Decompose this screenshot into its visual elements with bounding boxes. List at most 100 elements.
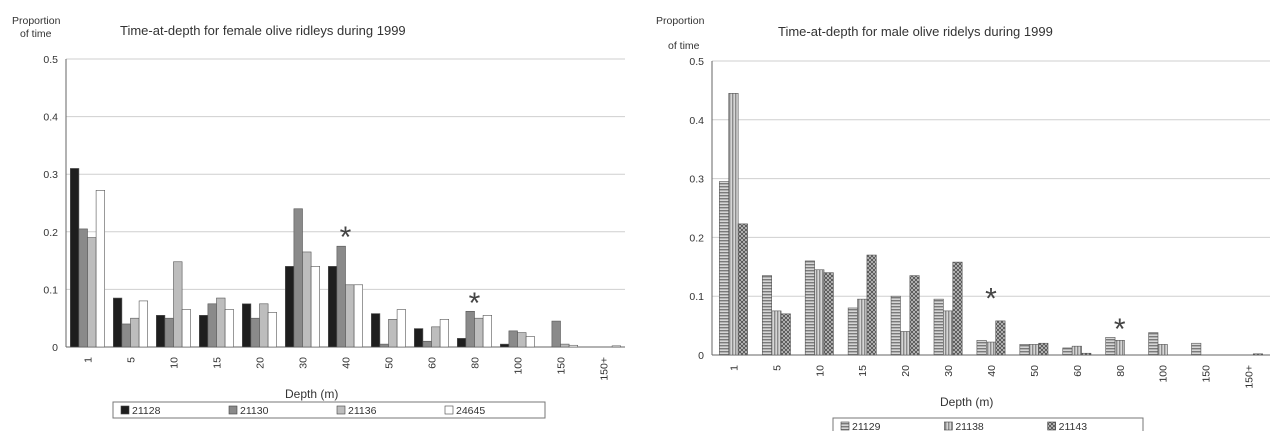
female-xtick-label: 40 xyxy=(341,357,353,369)
female-bar-21136-1 xyxy=(87,237,97,348)
female-bar-21128-30 xyxy=(284,266,295,348)
male-ylabel-line2: of time xyxy=(668,40,700,52)
male-bar-21129-30 xyxy=(933,298,944,356)
female-xlabel: Depth (m) xyxy=(285,387,338,401)
female-bar-21136-100 xyxy=(517,332,527,348)
male-xtick-label: 15 xyxy=(857,365,869,377)
male-bar-21138-20 xyxy=(900,331,911,356)
male-bar-21138-1 xyxy=(728,93,739,356)
female-legend-label-24645: 24645 xyxy=(456,405,485,417)
male-significance-asterisk: * xyxy=(1114,313,1126,346)
female-bar-21136-30 xyxy=(302,251,312,348)
female-ytick-label: 0.3 xyxy=(43,169,58,181)
female-bar-24645-30 xyxy=(310,266,321,348)
female-legend-label-21130: 21130 xyxy=(240,405,269,417)
male-bar-21143-10 xyxy=(823,272,834,356)
female-plot-area: 00.10.20.30.40.51 5 10 15 20 30 40 50 60 80 100 150… xyxy=(43,54,625,381)
female-xtick-label: 5 xyxy=(126,357,138,363)
female-bar-21136-10 xyxy=(173,261,183,348)
male-legend-swatch-21143 xyxy=(1047,421,1056,431)
male-xtick-label: 50 xyxy=(1029,365,1041,377)
female-bar-21128-20 xyxy=(242,303,252,348)
female-ylabel-line1: Proportion xyxy=(12,15,61,27)
male-ytick-label: 0.4 xyxy=(689,115,704,127)
male-chart-title: Time-at-depth for male olive ridelys dur… xyxy=(778,24,1053,39)
male-legend-label-21138: 21138 xyxy=(955,421,984,431)
male-bar-21129-5 xyxy=(761,275,772,356)
female-xtick-label: 150 xyxy=(556,357,568,375)
female-bar-24645-50 xyxy=(396,309,407,348)
male-bar-21129-150 xyxy=(1191,342,1202,356)
female-legend-swatch-21130 xyxy=(228,405,238,415)
male-bar-21143-150+ xyxy=(1252,353,1263,356)
female-bar-24645-15 xyxy=(224,309,235,348)
male-bar-21138-80 xyxy=(1114,339,1125,356)
male-xtick-label: 10 xyxy=(814,365,826,377)
male-plot-area: 00.10.20.30.40.51 5 10 15 20 30 40 50 60 80 100 150… xyxy=(689,56,1270,389)
female-xtick-label: 1 xyxy=(83,357,95,363)
male-legend: 21129 21138 21143 xyxy=(832,417,1144,431)
female-bar-21128-50 xyxy=(370,313,381,348)
male-legend-swatch-21138 xyxy=(944,421,953,431)
female-bar-21130-15 xyxy=(207,303,217,348)
female-bar-24645-150 xyxy=(568,344,578,348)
female-significance-asterisk: * xyxy=(340,221,352,254)
male-bar-21138-40 xyxy=(985,341,996,356)
female-xtick-label: 30 xyxy=(298,357,310,369)
female-xtick-label: 80 xyxy=(470,357,482,369)
male-xtick-label: 100 xyxy=(1158,365,1170,383)
female-bar-21130-5 xyxy=(121,323,131,348)
female-chart-title: Time-at-depth for female olive ridleys d… xyxy=(120,23,406,38)
male-bar-21138-50 xyxy=(1028,344,1039,356)
female-bar-21136-150 xyxy=(560,343,570,348)
male-bar-21129-20 xyxy=(890,295,901,356)
male-bar-21138-100 xyxy=(1157,344,1168,356)
female-ytick-label: 0.1 xyxy=(43,284,58,296)
male-legend-swatch-21129 xyxy=(840,421,850,431)
male-bar-21143-5 xyxy=(780,313,791,356)
male-bar-21129-1 xyxy=(719,181,730,356)
male-bar-21129-10 xyxy=(804,260,815,356)
female-bar-21136-15 xyxy=(216,297,226,348)
female-bar-21128-60 xyxy=(413,328,424,348)
female-bar-21130-60 xyxy=(422,340,432,348)
male-xtick-label: 150 xyxy=(1201,365,1213,383)
female-legend-label-21136: 21136 xyxy=(348,405,377,417)
female-ylabel-line2: of time xyxy=(20,28,52,40)
male-legend-box xyxy=(832,417,1144,431)
male-ylabel-line1: Proportion xyxy=(656,15,705,27)
female-bar-24645-10 xyxy=(181,309,192,348)
male-xtick-label: 80 xyxy=(1115,365,1127,377)
male-xtick-label: 20 xyxy=(900,365,912,377)
female-xtick-label: 10 xyxy=(169,357,181,369)
female-bar-21136-20 xyxy=(259,303,269,348)
female-xtick-label: 15 xyxy=(212,357,224,369)
male-ytick-label: 0.1 xyxy=(689,291,704,303)
male-bar-21138-60 xyxy=(1071,345,1082,356)
female-bar-21130-20 xyxy=(250,317,260,348)
female-bar-21130-150 xyxy=(551,320,561,348)
female-bar-24645-100 xyxy=(525,336,535,348)
female-legend-swatch-21128 xyxy=(120,405,130,415)
male-chart: Time-at-depth for male olive ridelys dur… xyxy=(656,15,1270,431)
female-bar-24645-80 xyxy=(482,315,493,348)
male-xtick-label: 40 xyxy=(986,365,998,377)
female-legend: 21128 21130 21136 24645 xyxy=(112,401,546,419)
male-ytick-label: 0.3 xyxy=(689,174,704,186)
female-bar-21136-40 xyxy=(345,284,355,348)
female-bar-21128-40 xyxy=(327,266,338,348)
female-bar-21130-1 xyxy=(78,228,88,348)
male-bar-21129-100 xyxy=(1148,332,1159,356)
female-bar-21128-15 xyxy=(199,315,209,348)
male-bar-21138-30 xyxy=(943,310,954,356)
male-ytick-label: 0.5 xyxy=(689,56,704,68)
female-bar-24645-40 xyxy=(353,284,364,348)
male-xtick-label: 150+ xyxy=(1244,365,1256,389)
female-bar-21136-80 xyxy=(474,317,484,348)
male-xtick-label: 60 xyxy=(1072,365,1084,377)
female-xtick-label: 60 xyxy=(427,357,439,369)
female-bar-21136-5 xyxy=(130,317,140,348)
female-ytick-label: 0.4 xyxy=(43,112,58,124)
male-ytick-label: 0.2 xyxy=(689,232,704,244)
